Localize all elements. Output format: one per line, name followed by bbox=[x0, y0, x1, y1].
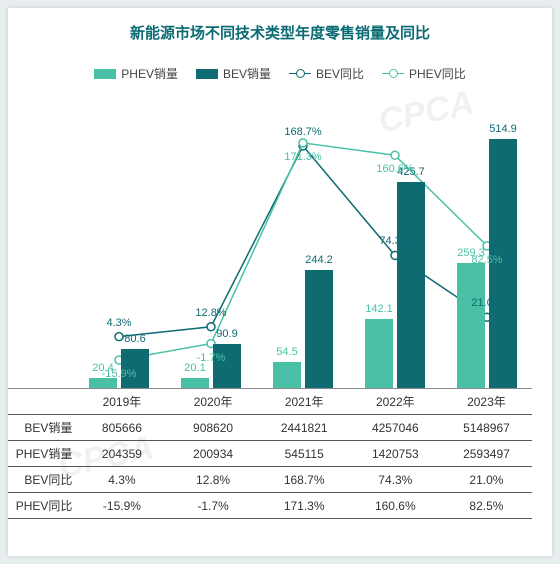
legend-bev-bar: BEV销量 bbox=[196, 65, 271, 82]
table-cell: 5148967 bbox=[441, 421, 532, 435]
table-cell: 545115 bbox=[259, 447, 350, 461]
table-row: BEV销量805666908620244182142570465148967 bbox=[8, 415, 532, 441]
bar-label: 244.2 bbox=[299, 254, 339, 266]
table-cell: 74.3% bbox=[350, 473, 441, 487]
table-cell: 805666 bbox=[76, 421, 167, 435]
table-cell: -15.9% bbox=[76, 499, 167, 513]
bar-label: 514.9 bbox=[483, 123, 523, 135]
point-label: 171.3% bbox=[284, 151, 321, 163]
swatch-bev-bar bbox=[196, 69, 218, 79]
table-cell: 82.5% bbox=[441, 499, 532, 513]
bar-phev: 20.1 bbox=[181, 378, 209, 388]
legend-bev-line: BEV同比 bbox=[289, 65, 364, 82]
table-cell: 2020年 bbox=[168, 393, 259, 410]
table-cell: 12.8% bbox=[168, 473, 259, 487]
legend-label: PHEV销量 bbox=[121, 65, 178, 82]
table-cell: 171.3% bbox=[259, 499, 350, 513]
bar-phev: 54.5 bbox=[273, 362, 301, 388]
table-cell: 168.7% bbox=[259, 473, 350, 487]
series-line bbox=[119, 143, 487, 360]
chart-card: CPCA CPCA 新能源市场不同技术类型年度零售销量及同比 PHEV销量 BE… bbox=[8, 8, 552, 556]
point-label: -1.7% bbox=[197, 352, 226, 364]
swatch-phev-bar bbox=[94, 69, 116, 79]
point-label: 82.5% bbox=[471, 254, 502, 266]
table-cell: 908620 bbox=[168, 421, 259, 435]
point-label: 160.6% bbox=[376, 163, 413, 175]
table-cell: 2022年 bbox=[350, 393, 441, 410]
table-cell: 200934 bbox=[168, 447, 259, 461]
row-header: PHEV销量 bbox=[8, 445, 76, 462]
table-cell: -1.7% bbox=[168, 499, 259, 513]
table-row: BEV同比4.3%12.8%168.7%74.3%21.0% bbox=[8, 467, 532, 493]
chart-title: 新能源市场不同技术类型年度零售销量及同比 bbox=[8, 8, 552, 43]
table-cell: 2593497 bbox=[441, 447, 532, 461]
point-label: 21.0% bbox=[471, 297, 502, 309]
series-marker bbox=[299, 139, 307, 147]
point-label: -15.9% bbox=[102, 368, 137, 380]
legend-phev-line: PHEV同比 bbox=[382, 65, 466, 82]
table-row: PHEV同比-15.9%-1.7%171.3%160.6%82.5% bbox=[8, 493, 532, 519]
legend: PHEV销量 BEV销量 BEV同比 PHEV同比 bbox=[8, 65, 552, 82]
series-marker bbox=[391, 151, 399, 159]
legend-phev-bar: PHEV销量 bbox=[94, 65, 178, 82]
table-cell: 1420753 bbox=[350, 447, 441, 461]
table-cell: 2019年 bbox=[76, 393, 167, 410]
bar-label: 90.9 bbox=[207, 328, 247, 340]
table-cell: 2021年 bbox=[259, 393, 350, 410]
legend-label: BEV销量 bbox=[223, 65, 271, 82]
table-cell: 204359 bbox=[76, 447, 167, 461]
point-label: 74.3% bbox=[379, 235, 410, 247]
point-label: 168.7% bbox=[284, 126, 321, 138]
bar-bev: 244.2 bbox=[305, 270, 333, 388]
bar-phev: 259.3 bbox=[457, 263, 485, 388]
point-label: 12.8% bbox=[195, 307, 226, 319]
swatch-phev-line bbox=[382, 73, 404, 74]
table-cell: 2023年 bbox=[441, 393, 532, 410]
chart-area: 20.480.620.190.954.5244.2142.1425.7259.3… bbox=[73, 98, 532, 389]
point-label: 4.3% bbox=[106, 317, 131, 329]
table-row: PHEV销量20435920093454511514207532593497 bbox=[8, 441, 532, 467]
data-table: 2019年2020年2021年2022年2023年BEV销量8056669086… bbox=[8, 388, 532, 519]
series-line bbox=[119, 146, 487, 337]
bar-bev: 425.7 bbox=[397, 182, 425, 388]
bar-label: 54.5 bbox=[267, 346, 307, 358]
table-cell: 2441821 bbox=[259, 421, 350, 435]
row-header: BEV销量 bbox=[8, 419, 76, 436]
bar-label: 142.1 bbox=[359, 303, 399, 315]
legend-label: BEV同比 bbox=[316, 65, 364, 82]
bar-label: 20.1 bbox=[175, 362, 215, 374]
row-header: PHEV同比 bbox=[8, 497, 76, 514]
bar-phev: 142.1 bbox=[365, 319, 393, 388]
table-cell: 160.6% bbox=[350, 499, 441, 513]
legend-label: PHEV同比 bbox=[409, 65, 466, 82]
bar-label: 80.6 bbox=[115, 333, 155, 345]
row-header: BEV同比 bbox=[8, 471, 76, 488]
table-cell: 4257046 bbox=[350, 421, 441, 435]
table-cell: 4.3% bbox=[76, 473, 167, 487]
table-row: 2019年2020年2021年2022年2023年 bbox=[8, 388, 532, 415]
table-cell: 21.0% bbox=[441, 473, 532, 487]
swatch-bev-line bbox=[289, 73, 311, 74]
